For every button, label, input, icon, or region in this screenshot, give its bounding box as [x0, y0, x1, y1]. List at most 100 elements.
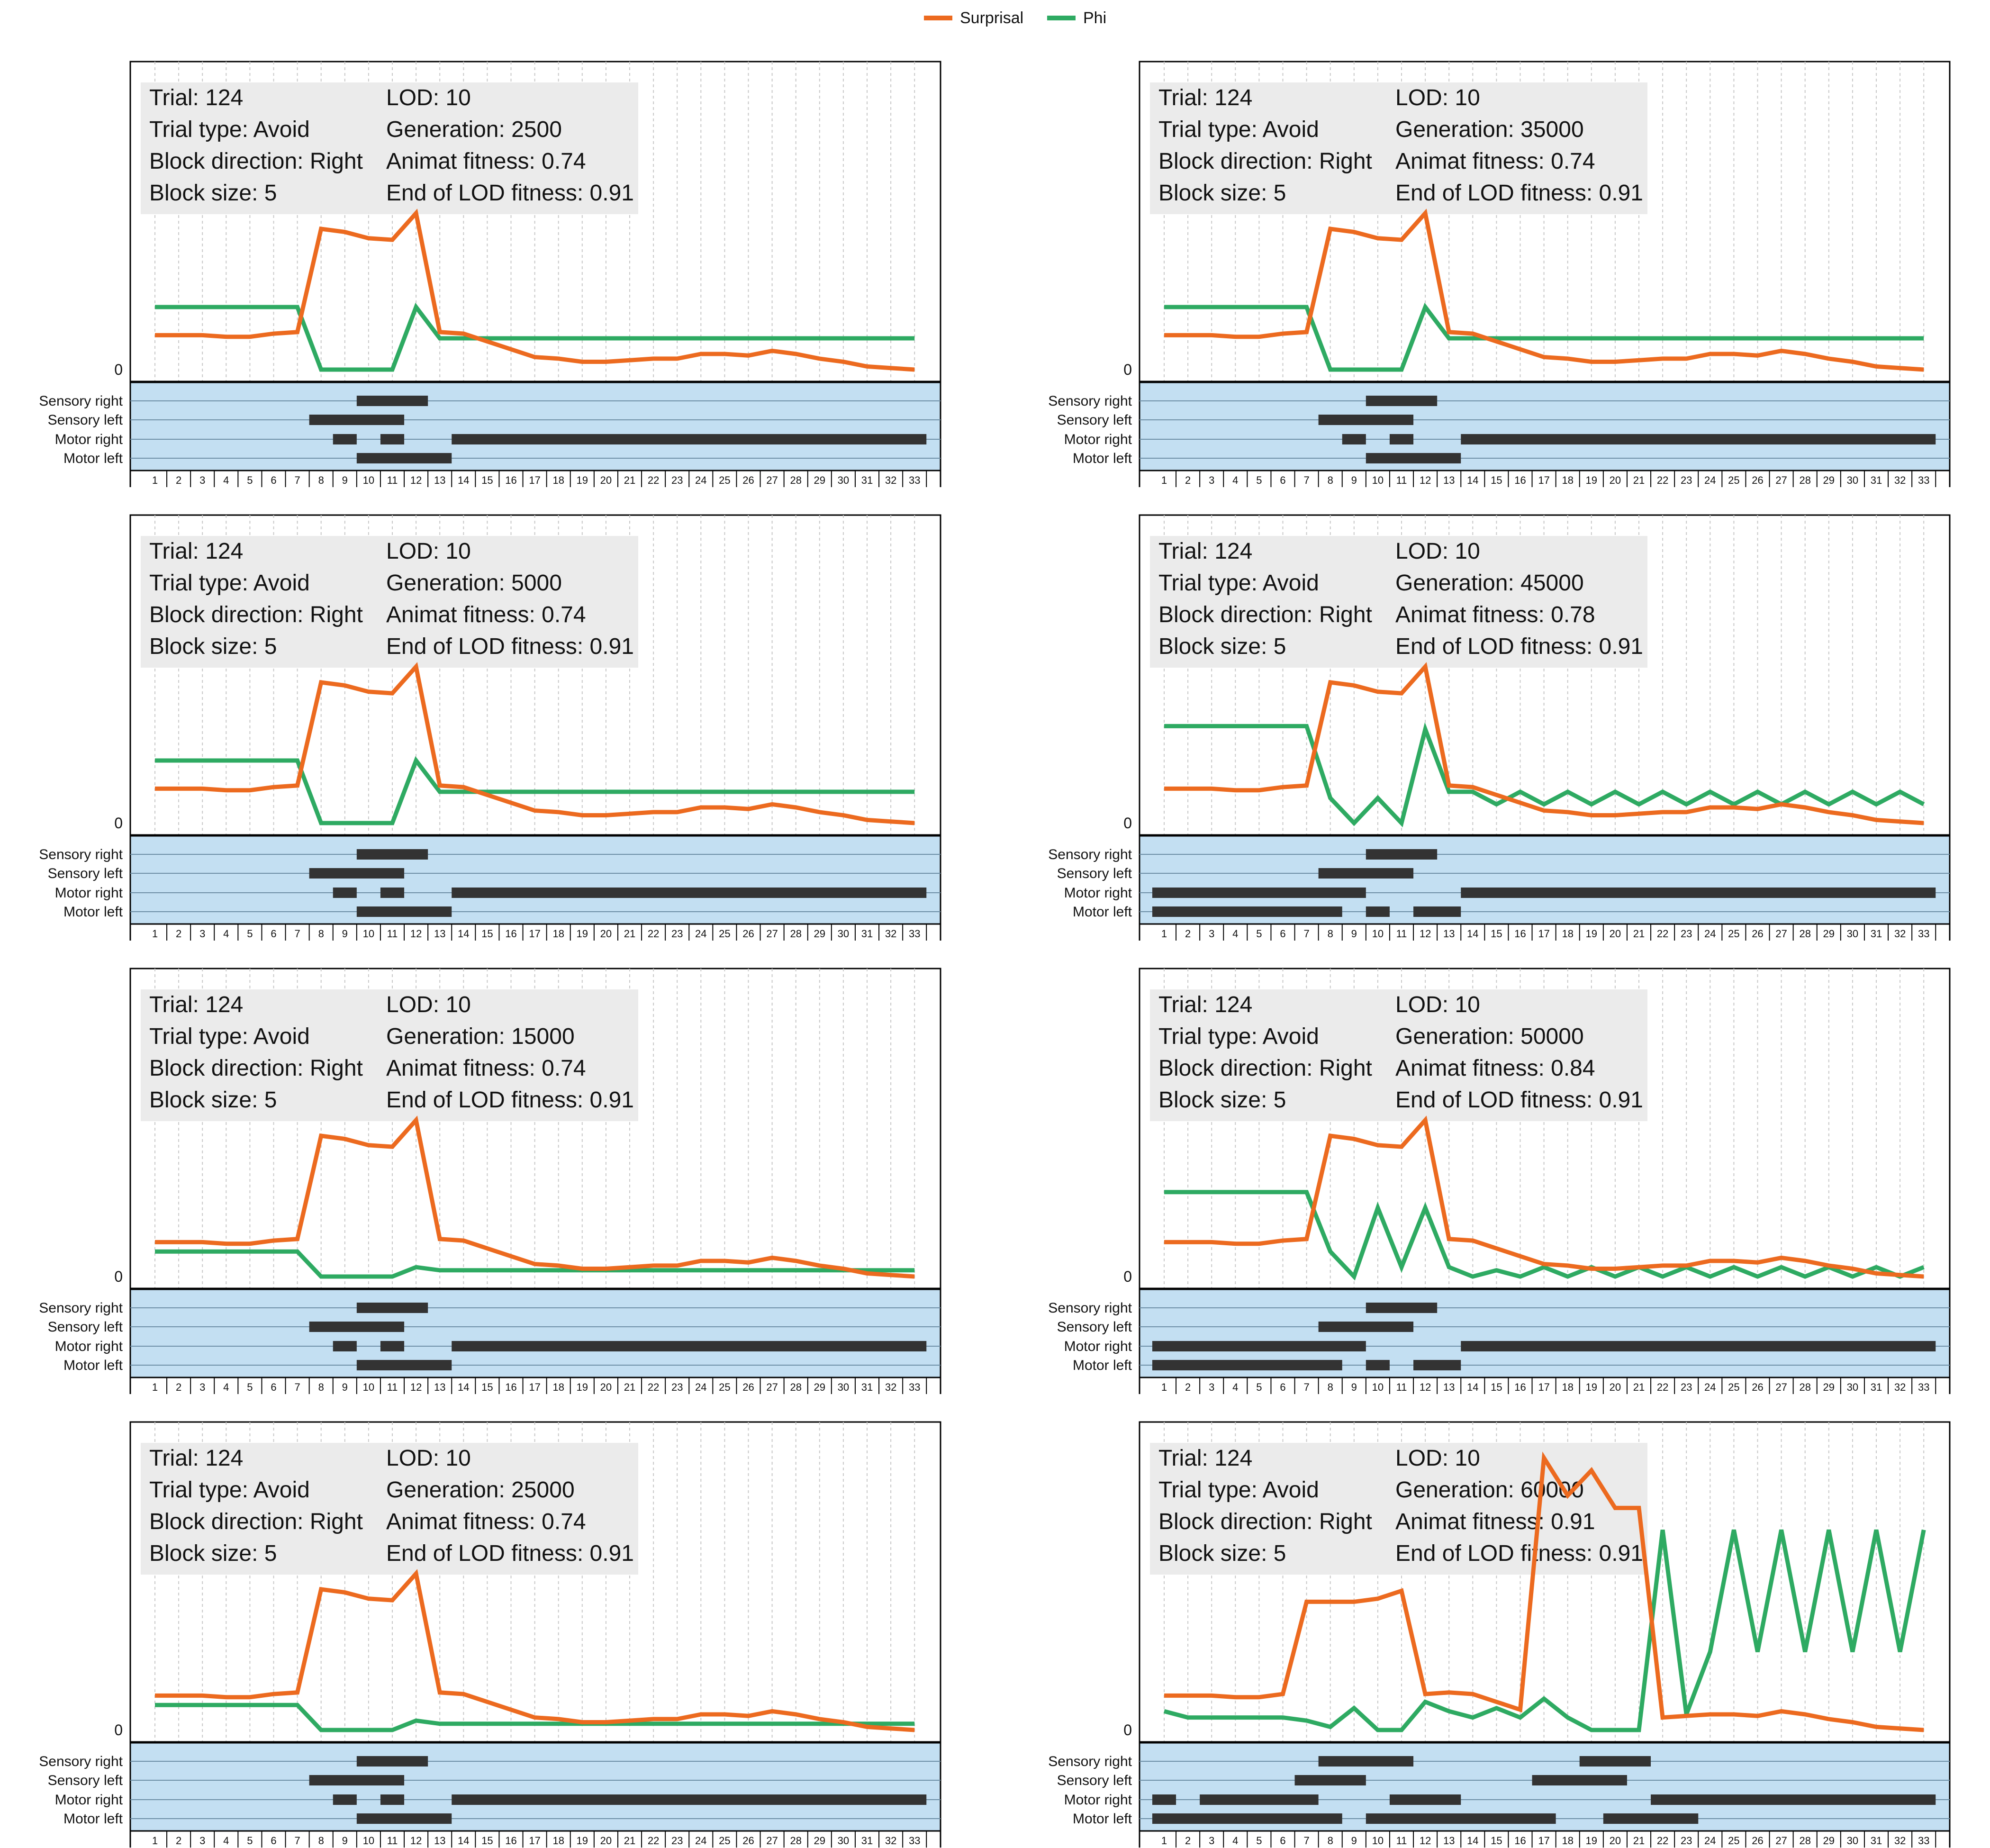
tick-label: 28: [790, 474, 801, 486]
info-animat-fitness: Animat fitness: 0.84: [1395, 1056, 1595, 1081]
legend-phi-label: Phi: [1083, 9, 1106, 27]
raster-block: [309, 415, 405, 425]
tick-label: 16: [505, 1835, 516, 1847]
tick-label: 6: [1280, 474, 1285, 486]
raster: Sensory right Sensory left Motor right Moto…: [39, 1287, 941, 1378]
series-line-phi: [155, 1703, 915, 1732]
raster-block: [1318, 1322, 1414, 1332]
info-block-direction: Block direction: Right: [1158, 1509, 1372, 1534]
tick-label: 19: [577, 1381, 588, 1393]
raster-block: [380, 888, 405, 898]
tick-label: 20: [600, 1381, 612, 1393]
tick-label: 3: [1209, 1381, 1214, 1393]
tick-label: 17: [529, 1381, 540, 1393]
tick-label: 6: [1280, 1381, 1285, 1393]
raster-row-label: Motor right: [1064, 885, 1132, 901]
y-zero-label: 0: [1123, 1721, 1132, 1739]
tick-label: 31: [861, 1381, 873, 1393]
raster-block: [1152, 888, 1366, 898]
tick-label: 31: [861, 1835, 873, 1847]
raster-block: [1579, 1756, 1651, 1766]
info-block-size: Block size: 5: [149, 634, 277, 659]
tick-label: 8: [318, 1835, 324, 1847]
tick-label: 15: [1491, 1381, 1502, 1393]
raster-bg: [129, 381, 941, 471]
tick-label: 13: [1443, 1381, 1455, 1393]
tick-label: 21: [624, 474, 635, 486]
info-box: Trial: 124 Trial type: Avoid Block directi…: [1150, 82, 1647, 214]
info-lod: LOD: 10: [1395, 992, 1480, 1017]
tick-label: 24: [1704, 474, 1716, 486]
tick-label: 24: [695, 1381, 706, 1393]
info-box-bg: [1150, 82, 1647, 214]
tick-label: 18: [552, 474, 564, 486]
tick-label: 2: [176, 1835, 181, 1847]
raster-row-label: Motor left: [1073, 1358, 1132, 1373]
tick-label: 6: [1280, 928, 1285, 940]
tick-label: 7: [1303, 928, 1309, 940]
y-zero-label: 0: [1123, 361, 1132, 378]
tick-label: 14: [458, 1835, 469, 1847]
tick-label: 5: [1256, 1835, 1262, 1847]
tick-label: 9: [1351, 474, 1357, 486]
tick-label: 2: [176, 928, 181, 940]
tick-label: 21: [624, 928, 635, 940]
tick-label: 10: [363, 1835, 374, 1847]
tick-label: 16: [1514, 1835, 1526, 1847]
tick-label: 18: [1562, 474, 1573, 486]
tick-label: 33: [1918, 1381, 1929, 1393]
raster-block: [1152, 1794, 1176, 1805]
tick-label: 25: [1728, 928, 1739, 940]
tick-label: 24: [695, 474, 706, 486]
series-line-phi: [155, 756, 915, 825]
tick-label: 7: [294, 1835, 300, 1847]
tick-label: 11: [1396, 1381, 1407, 1393]
tick-label: 1: [152, 1381, 158, 1393]
tick-label: 11: [1396, 928, 1407, 940]
info-generation: Generation: 25000: [386, 1477, 575, 1503]
info-lod: LOD: 10: [386, 1446, 471, 1471]
tick-label: 11: [387, 474, 398, 486]
info-lod-fitness: End of LOD fitness: 0.91: [1395, 1087, 1643, 1113]
raster-row-label: Motor left: [1073, 451, 1132, 466]
tick-label: 32: [885, 1835, 896, 1847]
tick-label: 7: [1303, 1381, 1309, 1393]
info-generation: Generation: 2500: [386, 117, 562, 142]
info-block-direction: Block direction: Right: [1158, 602, 1372, 627]
tick-label: 24: [1704, 928, 1716, 940]
raster-row-label: Motor left: [63, 451, 123, 466]
tick-label: 15: [481, 474, 493, 486]
tick-label: 21: [1633, 474, 1645, 486]
tick-label: 3: [199, 1835, 205, 1847]
info-box: Trial: 124 Trial type: Avoid Block directi…: [1150, 989, 1647, 1121]
tick-label: 8: [318, 1381, 324, 1393]
tick-label: 20: [600, 1835, 612, 1847]
info-block-direction: Block direction: Right: [149, 602, 363, 627]
raster-row-label: Sensory right: [1048, 393, 1132, 409]
tick-label: 1: [152, 474, 158, 486]
tick-label: 31: [861, 928, 873, 940]
info-lod: LOD: 10: [386, 539, 471, 564]
x-axis: 1 2 3 4 5 6 7 8 9 10 11 12 13 14 15 16 17 18 19 20 21 22 23 24 2…: [129, 924, 941, 941]
tick-label: 2: [1185, 1835, 1191, 1847]
tick-label: 29: [814, 1835, 825, 1847]
tick-label: 1: [152, 1835, 158, 1847]
tick-label: 17: [529, 928, 540, 940]
tick-label: 10: [363, 1381, 374, 1393]
y-zero-label: 0: [1123, 815, 1132, 832]
tick-label: 6: [271, 1835, 276, 1847]
tick-label: 10: [1372, 928, 1384, 940]
info-trial-type: Trial type: Avoid: [149, 1024, 310, 1049]
info-block-direction: Block direction: Right: [1158, 1056, 1372, 1081]
tick-label: 4: [1232, 1381, 1238, 1393]
raster-bg: [129, 1741, 941, 1832]
tick-label: 32: [885, 474, 896, 486]
panel-4: Trial: 124 Trial type: Avoid Block directi…: [1048, 514, 1951, 941]
tick-label: 28: [1799, 1381, 1810, 1393]
legend: Surprisal Phi: [924, 9, 1106, 27]
raster-block: [309, 868, 405, 879]
tick-label: 4: [223, 1835, 229, 1847]
tick-label: 33: [1918, 474, 1929, 486]
info-trial-type: Trial type: Avoid: [1158, 117, 1319, 142]
tick-label: 16: [505, 928, 516, 940]
